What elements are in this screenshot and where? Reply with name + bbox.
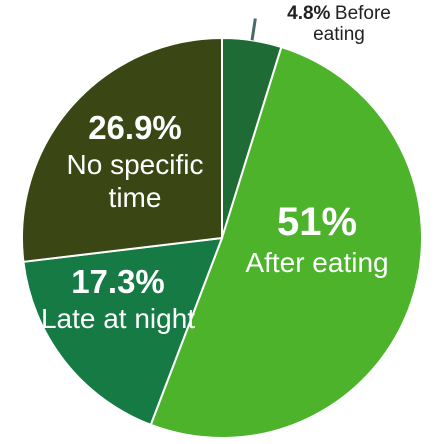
slice-label: 17.3% Late at night [28, 262, 208, 335]
value-label: 4.8% [287, 3, 331, 24]
slice-label: 4.8% Before eating [268, 3, 410, 46]
value-label: 51% [276, 200, 358, 244]
category-label: Late at night [40, 302, 196, 334]
pie-slice [149, 45, 423, 439]
category-label: Before eating [313, 3, 391, 45]
pie-slice [22, 236, 224, 427]
value-label: 26.9% [88, 109, 182, 146]
value-label: 17.3% [71, 263, 165, 300]
category-label: No specific time [66, 148, 204, 214]
pie-slice [21, 36, 223, 263]
slice-label: 26.9% No specific time [40, 108, 230, 215]
category-label: After eating [245, 247, 389, 278]
leader-line [250, 18, 257, 41]
slice-label: 51% After eating [222, 198, 412, 280]
